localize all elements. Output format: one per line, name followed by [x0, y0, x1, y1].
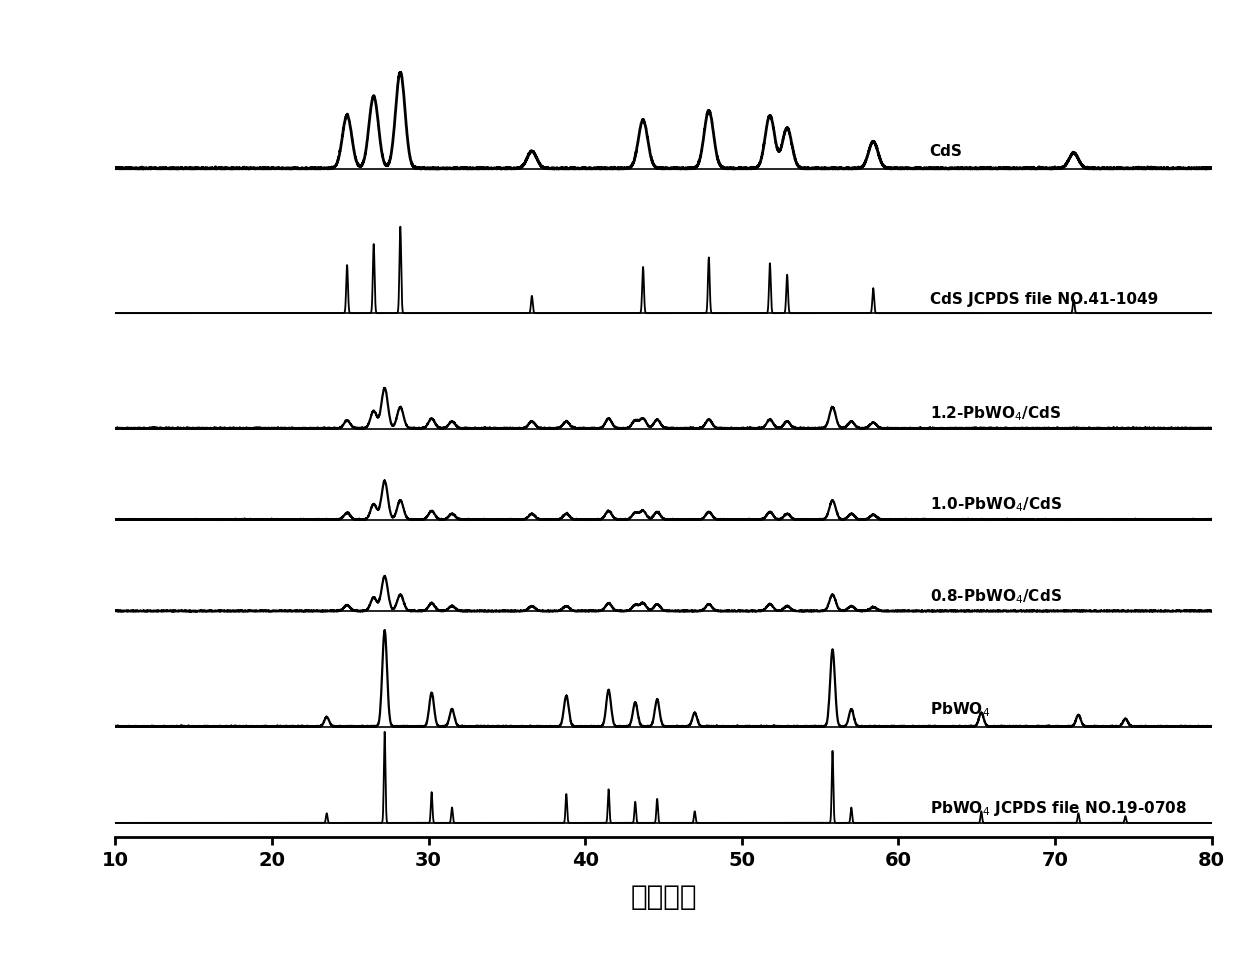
Text: CdS: CdS [930, 144, 962, 159]
Text: CdS JCPDS file NO.41-1049: CdS JCPDS file NO.41-1049 [930, 292, 1158, 308]
Text: 1.2-PbWO$_4$/CdS: 1.2-PbWO$_4$/CdS [930, 404, 1061, 423]
Text: 1.0-PbWO$_4$/CdS: 1.0-PbWO$_4$/CdS [930, 495, 1061, 514]
Text: 0.8-PbWO$_4$/CdS: 0.8-PbWO$_4$/CdS [930, 587, 1061, 605]
Text: PbWO$_4$ JCPDS file NO.19-0708: PbWO$_4$ JCPDS file NO.19-0708 [930, 799, 1187, 818]
Text: PbWO$_4$: PbWO$_4$ [930, 701, 990, 719]
X-axis label: 扯描角度: 扯描角度 [630, 883, 697, 911]
